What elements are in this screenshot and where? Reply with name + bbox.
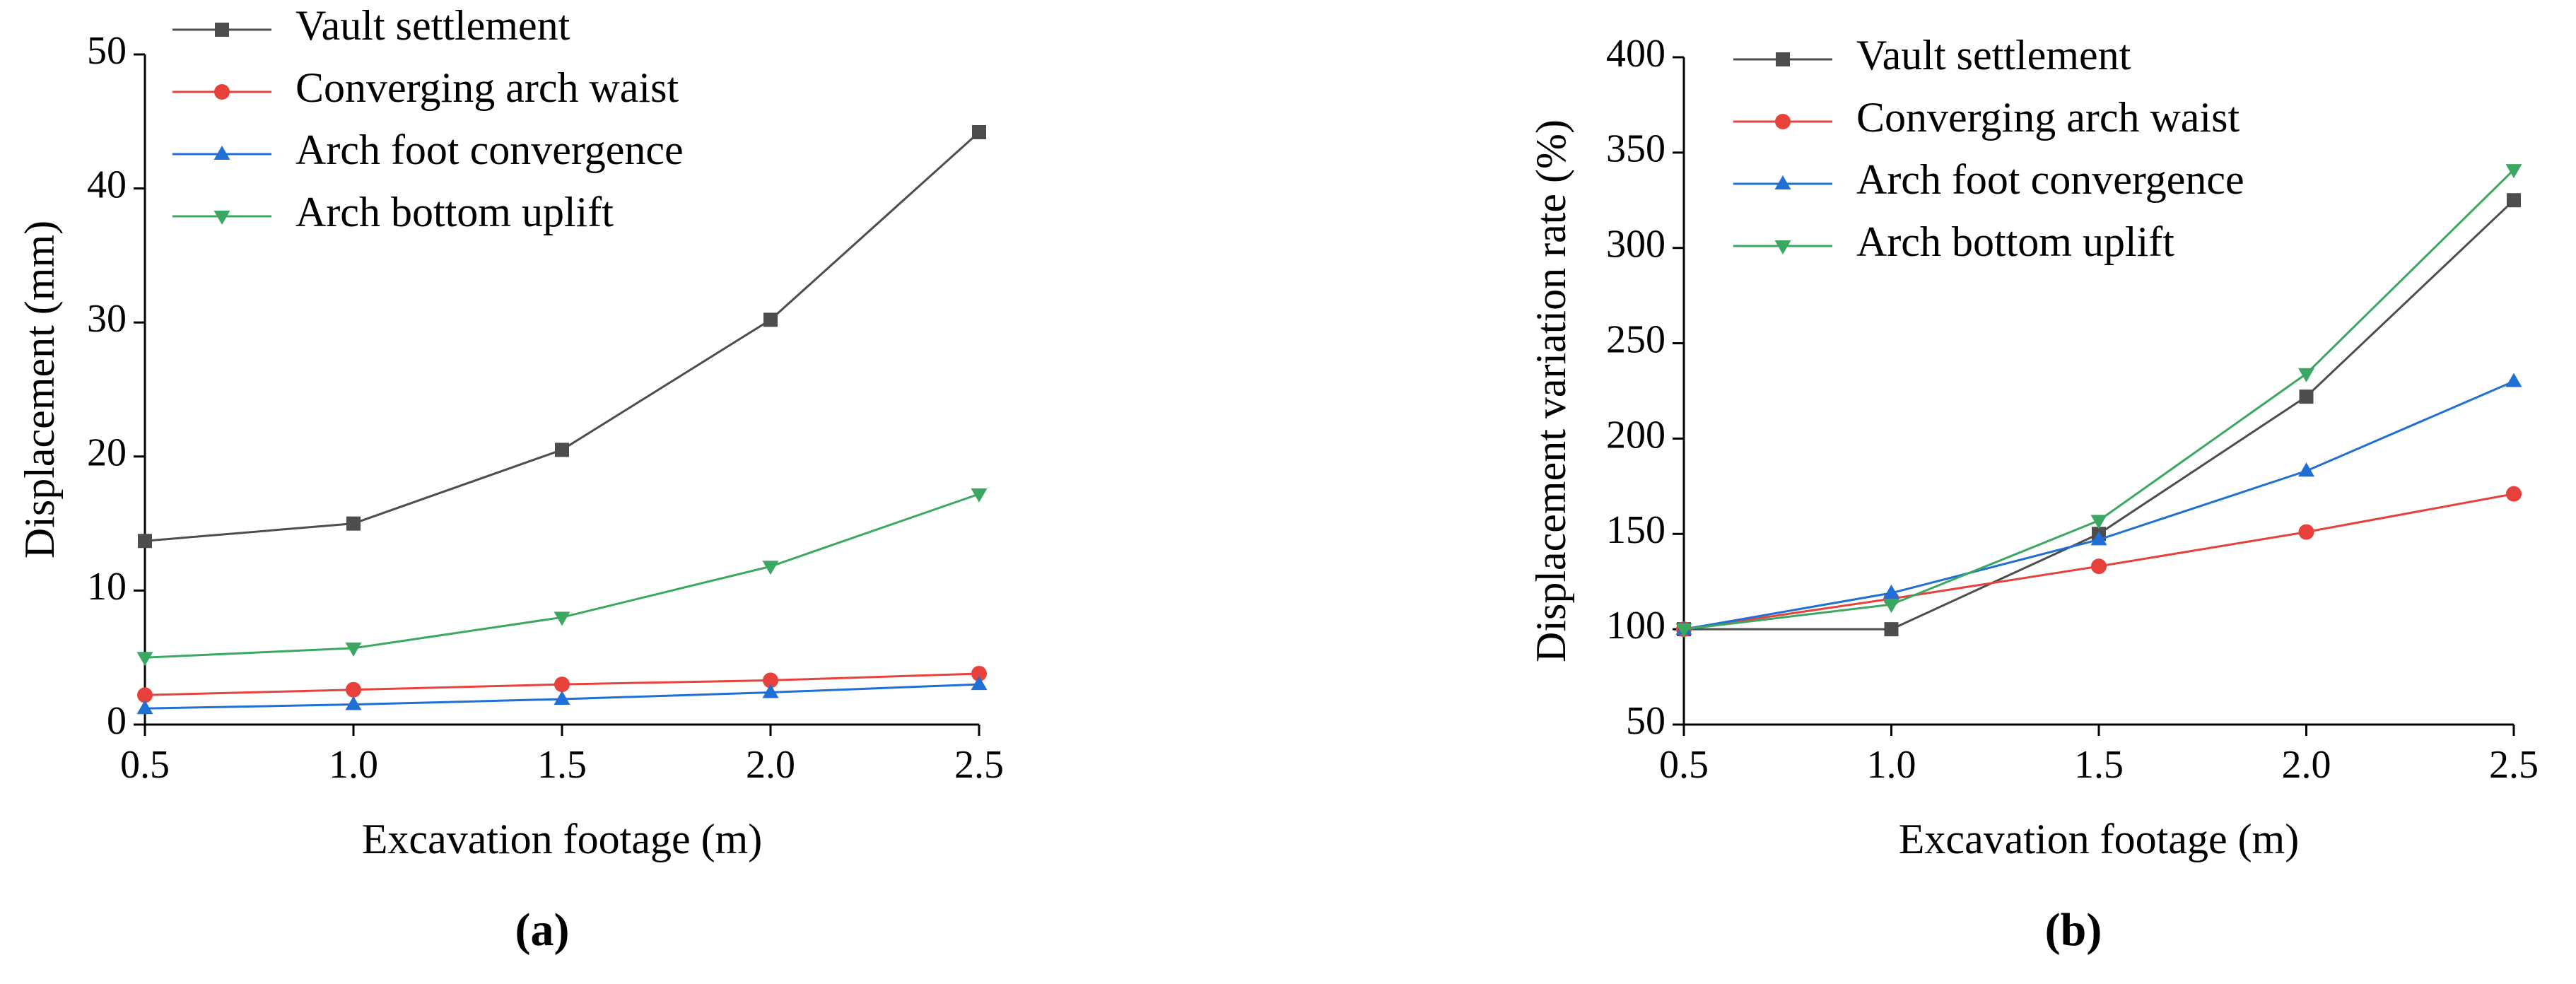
x-tick-label: 2.0 [2282,743,2331,787]
marker [554,690,570,705]
y-tick-label: 300 [1606,223,1665,266]
marker [1883,584,1899,599]
caption: (b) [2045,904,2102,956]
marker [345,696,362,710]
marker [2505,373,2522,387]
marker [554,611,570,626]
series-line [144,493,980,659]
x-tick-label: 0.5 [1659,743,1709,787]
marker [762,684,779,698]
marker [136,700,153,715]
marker [2298,368,2314,382]
y-tick-label: 250 [1606,317,1665,361]
marker [972,124,986,139]
legend-label: Vault settlement [295,2,570,49]
y-tick-label: 30 [87,297,127,341]
caption: (a) [515,904,570,956]
marker [346,516,361,531]
y-tick-label: 50 [1626,699,1665,743]
y-tick-label: 350 [1606,127,1665,171]
marker [2090,515,2107,529]
marker [554,676,570,693]
legend-label: Vault settlement [1856,32,2131,78]
y-axis-label: Displacement variation rate (%) [1528,119,1574,662]
marker [1675,623,1692,638]
marker [2299,390,2314,404]
legend-marker [1774,240,1791,254]
y-tick-label: 40 [87,163,127,206]
y-tick-label: 400 [1606,32,1665,76]
marker [763,672,778,689]
marker [138,534,152,549]
legend-label: Arch bottom uplift [1856,218,2174,265]
marker [1884,622,1899,637]
marker [971,488,988,503]
marker [346,681,361,698]
y-axis-label: Displacement (mm) [16,221,63,558]
legend-label: Converging arch waist [295,64,679,111]
y-tick-label: 100 [1606,604,1665,648]
marker [2090,531,2107,546]
marker [2298,462,2314,477]
y-tick-label: 150 [1606,508,1665,552]
marker [137,687,153,703]
marker [762,561,779,575]
marker [2298,524,2314,540]
x-tick-label: 1.0 [329,743,378,787]
x-tick-label: 0.5 [120,743,170,787]
series-line [1683,380,2514,631]
y-tick-label: 10 [87,565,127,609]
y-tick-label: 50 [87,29,127,73]
x-axis-label: Excavation footage (m) [1899,816,2299,862]
marker [136,652,153,667]
legend-label: Arch bottom uplift [295,189,614,235]
legend-marker [214,84,230,100]
legend-marker [215,23,229,37]
y-tick-label: 20 [87,431,127,475]
marker [763,312,778,327]
x-axis-label: Excavation footage (m) [362,816,762,862]
legend-marker [213,146,230,160]
legend-marker [1774,175,1791,189]
x-tick-label: 2.5 [2489,743,2539,787]
legend-label: Arch foot convergence [1856,156,2244,203]
legend-marker [1776,52,1790,66]
marker [345,642,362,657]
marker [555,443,569,457]
legend-label: Arch foot convergence [295,127,684,173]
marker [1883,599,1899,614]
y-tick-label: 200 [1606,413,1665,457]
marker [971,676,988,691]
x-tick-label: 1.0 [1867,743,1916,787]
marker [2091,558,2107,575]
x-tick-label: 1.5 [537,743,587,787]
legend-label: Converging arch waist [1856,94,2240,141]
legend-marker [1775,114,1791,129]
x-tick-label: 1.5 [2074,743,2124,787]
legend-marker [213,211,230,225]
marker [2506,486,2522,502]
marker [2507,193,2521,208]
x-tick-label: 2.5 [954,743,1004,787]
x-tick-label: 2.0 [746,743,795,787]
marker [2505,164,2522,179]
marker [971,665,987,681]
y-tick-label: 0 [107,699,127,743]
